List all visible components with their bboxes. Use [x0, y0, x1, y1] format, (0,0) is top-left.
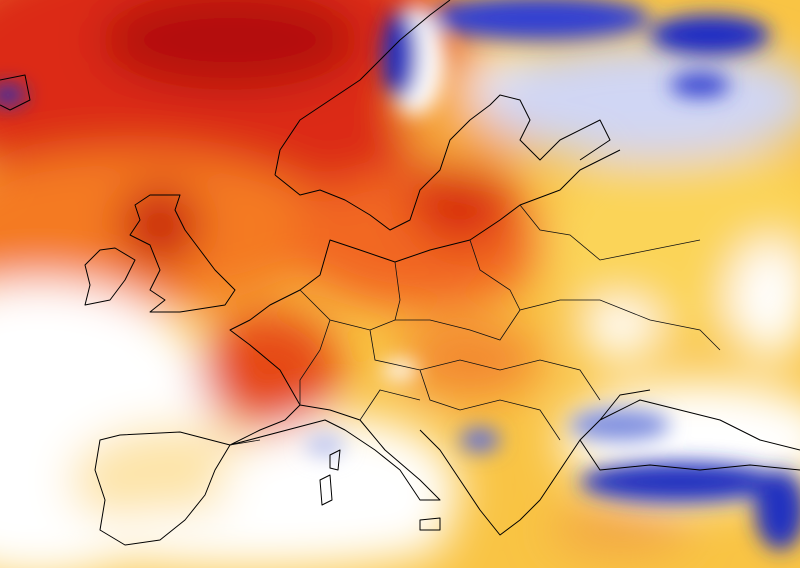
blob: [100, 0, 360, 90]
blob: [20, 290, 160, 370]
blob: [570, 409, 670, 441]
field-cold: [0, 0, 800, 550]
coast-ireland: [84, 247, 136, 306]
blob: [200, 310, 340, 430]
blob: [650, 15, 770, 55]
coast-mainland: [94, 149, 621, 546]
blob: [305, 433, 345, 457]
blob: [670, 73, 730, 97]
blob: [580, 462, 780, 502]
borders: [229, 204, 721, 446]
coast-balkans: [419, 399, 800, 536]
blob: [50, 510, 450, 568]
blob: [382, 360, 418, 380]
blob: [550, 508, 690, 552]
blob: [460, 428, 500, 452]
coast-islands: [0, 74, 441, 531]
blob: [0, 85, 26, 105]
coast-black-sea: [579, 389, 800, 471]
blob: [410, 155, 510, 245]
blob: [382, 10, 418, 100]
blob: [430, 0, 650, 40]
border: [229, 204, 721, 446]
blob: [730, 240, 800, 360]
coast-britain: [129, 194, 236, 313]
blob: [755, 470, 800, 550]
blob: [120, 185, 200, 265]
blob: [580, 300, 660, 360]
blob: [480, 40, 800, 160]
blob: [400, 320, 540, 400]
coastlines: [0, 0, 800, 546]
coast-scandinavia: [274, 0, 611, 231]
